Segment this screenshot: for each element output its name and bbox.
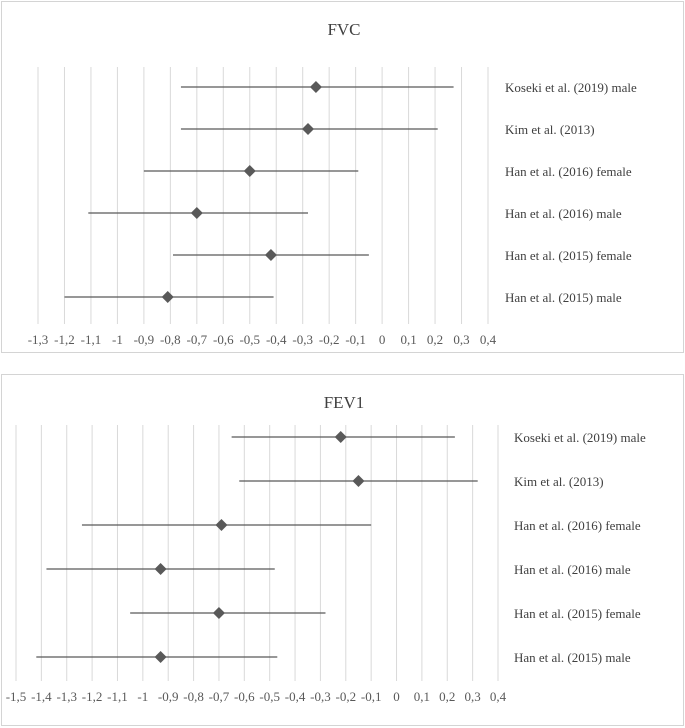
- x-tick-label: -0,8: [183, 689, 204, 704]
- x-tick-label: -1: [112, 332, 123, 347]
- fvc-forest-plot: FVC -1,3 -1,2 -1,1 -1 -0,9 -0,8 -0,7 -0,6 -0,5 -0,…: [28, 20, 637, 347]
- x-tick-label: -0,1: [345, 332, 366, 347]
- effect-estimate-marker: [302, 123, 314, 135]
- study-label: Han et al. (2016) male: [505, 206, 622, 221]
- x-tick-label: 0,1: [414, 689, 430, 704]
- effect-estimate-marker: [154, 563, 167, 575]
- x-tick-label: -1,1: [107, 689, 128, 704]
- fev1-forest-plot: FEV1 -1,5 -1,4 -1,3 -1,2 -1,1 -1 -0,9 -0,8 -0,7 -0…: [6, 393, 646, 704]
- effect-estimate-marker: [352, 475, 365, 487]
- study-label: Han et al. (2015) female: [514, 606, 641, 621]
- study-label: Koseki et al. (2019) male: [505, 80, 637, 95]
- x-tick-label: -0,2: [335, 689, 356, 704]
- x-tick-label: -0,9: [134, 332, 155, 347]
- x-tick-label: 0,3: [453, 332, 469, 347]
- effect-estimate-marker: [264, 249, 277, 261]
- x-tick-label: -1,2: [82, 689, 103, 704]
- x-tick-label: -0,3: [292, 332, 313, 347]
- x-tick-label: -0,8: [160, 332, 181, 347]
- chart-title: FEV1: [324, 393, 365, 412]
- x-tick-label: -1,4: [31, 689, 52, 704]
- x-tick-label: 0,1: [400, 332, 416, 347]
- study-label: Koseki et al. (2019) male: [514, 430, 646, 445]
- x-tick-label: -0,6: [213, 332, 234, 347]
- study-label: Han et al. (2016) male: [514, 562, 631, 577]
- x-tick-label: -1,2: [54, 332, 75, 347]
- study-label: Han et al. (2016) female: [514, 518, 641, 533]
- x-tick-label: -0,4: [285, 689, 306, 704]
- study-label: Han et al. (2015) female: [505, 248, 632, 263]
- x-tick-label: -1,3: [28, 332, 49, 347]
- x-tick-label: 0: [393, 689, 400, 704]
- chart-title: FVC: [327, 20, 360, 39]
- effect-estimate-marker: [161, 291, 174, 303]
- x-tick-label: -0,2: [319, 332, 340, 347]
- study-label: Kim et al. (2013): [514, 474, 604, 489]
- x-tick-label: 0,4: [490, 689, 507, 704]
- x-tick-label: -0,1: [361, 689, 382, 704]
- effect-estimate-marker: [243, 165, 256, 177]
- effect-estimate-marker: [334, 431, 347, 443]
- x-tick-label: -0,4: [266, 332, 287, 347]
- x-tick-label: -1,1: [81, 332, 102, 347]
- study-label: Han et al. (2015) male: [514, 650, 631, 665]
- x-tick-label: 0,3: [465, 689, 481, 704]
- study-label: Han et al. (2015) male: [505, 290, 622, 305]
- effect-estimate-marker: [154, 651, 167, 663]
- x-tick-label: -1: [137, 689, 148, 704]
- fvc-chart-panel: FVC -1,3 -1,2 -1,1 -1 -0,9 -0,8 -0,7 -0,6 -0,5 -0,…: [1, 1, 684, 353]
- x-tick-label: -0,5: [259, 689, 280, 704]
- x-tick-label: 0,2: [427, 332, 443, 347]
- x-tick-label: -0,7: [209, 689, 230, 704]
- x-tick-label: -0,5: [239, 332, 260, 347]
- effect-estimate-marker: [309, 81, 322, 93]
- study-label: Kim et al. (2013): [505, 122, 595, 137]
- x-tick-label: 0,2: [439, 689, 455, 704]
- x-tick-label: 0,4: [480, 332, 497, 347]
- study-label: Han et al. (2016) female: [505, 164, 632, 179]
- x-tick-label: -0,3: [310, 689, 331, 704]
- x-tick-label: 0: [379, 332, 386, 347]
- x-tick-label: -0,9: [158, 689, 179, 704]
- effect-estimate-marker: [190, 207, 203, 219]
- fev1-chart-panel: FEV1 -1,5 -1,4 -1,3 -1,2 -1,1 -1 -0,9 -0,8 -0,7 -0…: [1, 374, 684, 726]
- x-tick-label: -0,6: [234, 689, 255, 704]
- effect-estimate-marker: [215, 519, 228, 531]
- x-tick-label: -0,7: [187, 332, 208, 347]
- x-tick-label: -1,3: [56, 689, 77, 704]
- effect-estimate-marker: [212, 607, 225, 619]
- x-tick-label: -1,5: [6, 689, 27, 704]
